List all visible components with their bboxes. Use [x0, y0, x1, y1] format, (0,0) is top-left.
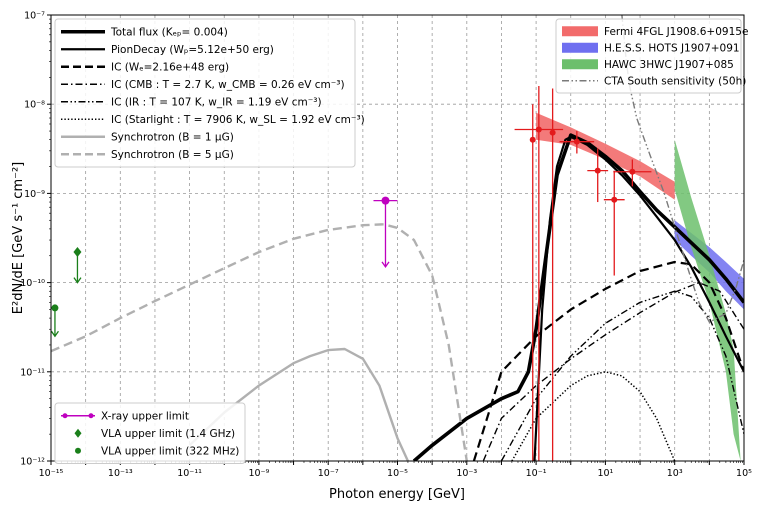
legend-entry: IC (IR : T = 107 K, w_IR = 1.19 eV cm⁻³) — [61, 97, 322, 109]
upper-limit-x-ray-upper-limit — [373, 196, 398, 269]
y-axis-label: E²dN/dE [GeV s⁻¹ cm⁻²] — [11, 162, 26, 314]
fermi-data-point — [613, 159, 652, 187]
legend-entry: PionDecay (Wₚ=5.12e+50 erg) — [61, 44, 274, 56]
legend-entry: X-ray upper limit — [61, 411, 189, 423]
legend-label: IC (Starlight : T = 7906 K, w_SL = 1.92 … — [111, 114, 365, 126]
tick-layer: 10⁻¹⁵ 10⁻¹³ 10⁻¹¹ 10⁻⁹ 10⁻⁷ 10⁻⁵ 10⁻³ 10⁻¹ 10¹ 10… — [20, 11, 752, 480]
series-line-synchrotron-b-5-g — [51, 223, 468, 461]
legend-label: X-ray upper limit — [101, 411, 189, 423]
legend-entry: CTA South sensitivity (50h) — [562, 76, 746, 88]
legend-entry: HAWC 3HWC J1907+085 — [562, 59, 734, 71]
legend-label: HAWC 3HWC J1907+085 — [604, 59, 734, 71]
x-tick-label: 10¹ — [597, 468, 613, 479]
x-tick-label: 10⁵ — [736, 468, 752, 479]
y-tick-label: 10⁻¹⁰ — [20, 278, 45, 289]
legend-entry: Synchrotron (B = 1 μG) — [61, 132, 234, 144]
legend-entry: Fermi 4FGL J1908.6+0915e — [562, 26, 748, 38]
fermi-data-point — [514, 85, 564, 461]
legend-frame — [54, 402, 246, 464]
legend-entry: IC (Wₑ=2.16e+48 erg) — [61, 62, 229, 74]
legend-models: Total flux (Kₑₚ= 0.004) PionDecay (Wₚ=5.1… — [54, 18, 365, 168]
x-tick-label: 10⁻⁵ — [387, 468, 408, 479]
legend-label: CTA South sensitivity (50h) — [604, 76, 746, 88]
y-tick-label: 10⁻⁹ — [24, 189, 45, 200]
fermi-data-point — [529, 104, 536, 461]
y-tick-label: 10⁻⁷ — [24, 11, 45, 22]
x-tick-label: 10⁻¹ — [526, 468, 547, 479]
series-line-ic-starlight-t-7906-k-w-sl-1-92-ev-cm — [511, 371, 676, 461]
legend-label: H.E.S.S. HOTS J1907+091 — [604, 43, 740, 55]
legend-label: VLA upper limit (1.4 GHz) — [101, 428, 235, 440]
legend-frame — [555, 18, 742, 94]
fermi-data-point — [587, 148, 609, 203]
legend-label: VLA upper limit (322 MHz) — [101, 446, 239, 458]
y-tick-label: 10⁻¹¹ — [20, 367, 45, 378]
fermi-data-point — [603, 170, 625, 276]
series-line-piondecay-w-5-12e-50-erg — [533, 135, 744, 461]
x-tick-label: 10⁻¹¹ — [177, 468, 202, 479]
x-tick-label: 10⁻¹³ — [108, 468, 133, 479]
legend-label: Synchrotron (B = 1 μG) — [111, 132, 234, 144]
legend-entry: IC (CMB : T = 2.7 K, w_CMB = 0.26 eV cm⁻… — [61, 79, 345, 91]
legend-frame — [54, 18, 356, 168]
legend-label: Synchrotron (B = 5 μG) — [111, 149, 234, 161]
legend-label: PionDecay (Wₚ=5.12e+50 erg) — [111, 44, 274, 56]
legend-entry: Total flux (Kₑₚ= 0.004) — [61, 27, 228, 39]
legend-entry: Synchrotron (B = 5 μG) — [61, 149, 234, 161]
x-tick-label: 10⁻⁷ — [318, 468, 339, 479]
legend-label: IC (Wₑ=2.16e+48 erg) — [111, 62, 229, 74]
fermi-data-point — [559, 131, 595, 154]
series-line-ic-w-2-16e-48-erg — [472, 260, 744, 461]
y-tick-label: 10⁻⁸ — [24, 100, 45, 111]
series-line-ic-ir-t-107-k-w-ir-1-19-ev-cm — [500, 290, 744, 461]
legend-label: IC (IR : T = 107 K, w_IR = 1.19 eV cm⁻³) — [111, 97, 322, 109]
data-points-layer — [50, 85, 652, 461]
x-tick-label: 10⁻⁹ — [248, 468, 269, 479]
x-tick-label: 10⁻¹⁵ — [39, 468, 64, 479]
legend-entry: VLA upper limit (322 MHz) — [75, 446, 239, 458]
x-axis-label: Photon energy [GeV] — [329, 487, 465, 502]
x-tick-label: 10⁻³ — [456, 468, 477, 479]
legend-upper-limits: X-ray upper limit VLA upper limit (1.4 GH… — [54, 402, 246, 464]
y-tick-label: 10⁻¹² — [20, 457, 45, 468]
fermi-data-point — [549, 88, 556, 461]
band-hawc-3hwc-j1907-085 — [674, 139, 741, 461]
series-line-synchrotron-b-1-g — [188, 347, 409, 461]
upper-limit-vla-upper-limit-1-4-ghz — [73, 247, 82, 284]
x-tick-label: 10³ — [667, 468, 683, 479]
legend-label: Fermi 4FGL J1908.6+0915e — [604, 26, 748, 38]
upper-limit-vla-upper-limit-322-mhz — [50, 304, 59, 338]
legend-observations: Fermi 4FGL J1908.6+0915e H.E.S.S. HOTS J1… — [555, 18, 748, 94]
legend-entry: VLA upper limit (1.4 GHz) — [74, 428, 235, 440]
legend-label: IC (CMB : T = 2.7 K, w_CMB = 0.26 eV cm⁻… — [111, 79, 345, 91]
legend-label: Total flux (Kₑₚ= 0.004) — [110, 27, 228, 39]
series-line-total-flux-k-0-004 — [412, 133, 744, 461]
legend-entry: IC (Starlight : T = 7906 K, w_SL = 1.92 … — [61, 114, 365, 126]
legend-entry: H.E.S.S. HOTS J1907+091 — [562, 43, 740, 55]
